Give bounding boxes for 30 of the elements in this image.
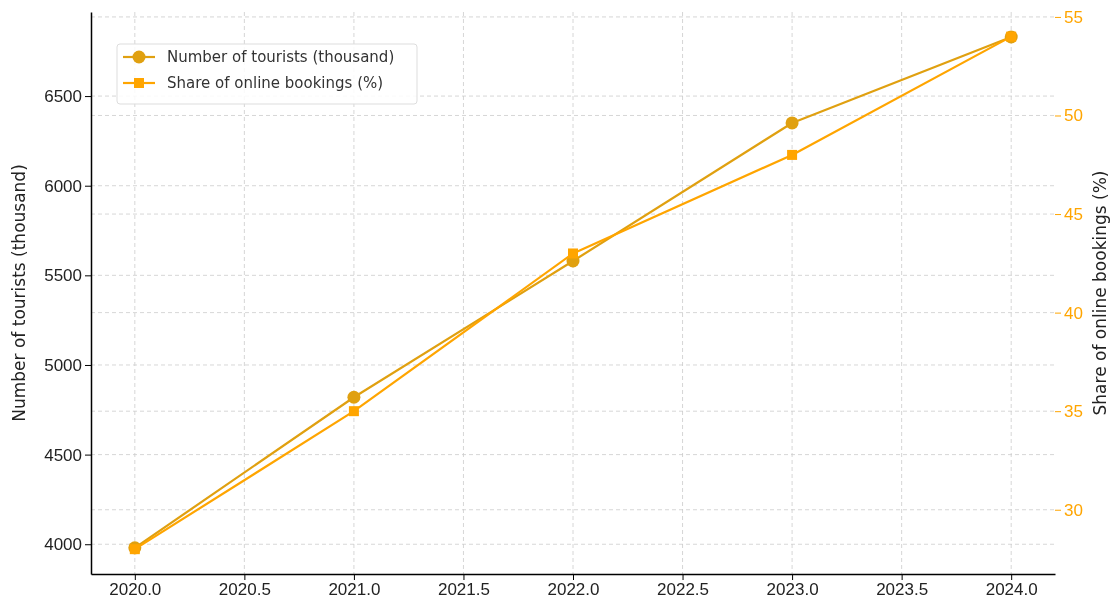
point <box>787 149 798 160</box>
y-tick-label: 4500 <box>44 445 82 465</box>
y-tick-label: 6500 <box>44 87 82 107</box>
point <box>785 116 799 130</box>
x-tick-label: 2024.0 <box>985 580 1038 600</box>
x-tick-label: 2023.0 <box>766 580 819 600</box>
point <box>568 248 578 259</box>
x-tick-label: 2022.5 <box>657 580 710 600</box>
y2-tick-label: 50 <box>1064 106 1083 126</box>
x-tick-label: 2023.5 <box>876 580 929 600</box>
x-tick-label: 2020.0 <box>109 580 162 600</box>
y2-tick-label: 45 <box>1064 204 1083 224</box>
y-tick-label: 5500 <box>44 266 82 286</box>
legend-label: Share of online bookings (%) <box>167 74 384 92</box>
y-tick-label: 4000 <box>44 535 82 555</box>
x-tick-label: 2021.5 <box>437 580 490 600</box>
y-axis-title: Number of tourists (thousand) <box>9 164 29 422</box>
y2-tick-label: 55 <box>1064 7 1083 27</box>
y2-axis-title: Share of online bookings (%) <box>1090 170 1110 416</box>
point <box>347 390 361 404</box>
y-tick-label: 6000 <box>44 176 82 196</box>
x-tick-label: 2020.5 <box>218 580 271 600</box>
x-tick-label: 2022.0 <box>547 580 600 600</box>
y2-tick-label: 35 <box>1064 402 1083 422</box>
x-tick-label: 2021.0 <box>328 580 381 600</box>
point <box>348 406 359 417</box>
y2-tick-label: 40 <box>1064 303 1083 323</box>
y2-tick-label: 30 <box>1064 500 1083 520</box>
y-tick-label: 5000 <box>44 355 82 375</box>
legend-label: Number of tourists (thousand) <box>167 48 395 66</box>
